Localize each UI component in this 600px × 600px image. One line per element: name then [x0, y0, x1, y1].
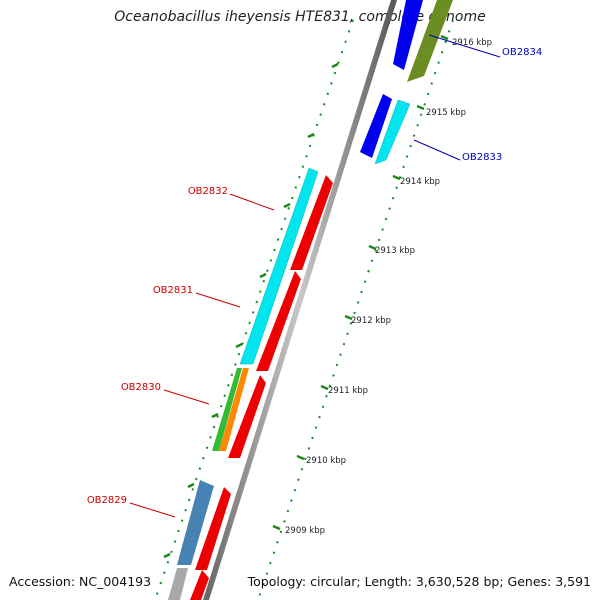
gene-label-ob2830: OB2830: [121, 382, 161, 393]
outer-dotted-guide: [154, 19, 354, 600]
gene-ob2834-blue: [393, 0, 423, 70]
kbp-label-2910: 2910 kbp: [306, 456, 346, 466]
topology-text: Topology: circular; Length: 3,630,528 bp…: [247, 574, 591, 589]
gene-label-ob2832: OB2832: [188, 186, 228, 197]
kbp-label-2913: 2913 kbp: [375, 246, 415, 256]
gene-grey-bottom: [168, 568, 188, 600]
gene-ob2830-red: [228, 375, 266, 458]
gene-ob2832-cyan: [239, 167, 319, 365]
reverse-strand-genes: [168, 0, 423, 600]
gene-ob2833-cyan: [374, 99, 411, 165]
gene-ob2833-blue: [360, 94, 392, 158]
gene-ob2834-olive: [407, 0, 453, 82]
gene-label-ob2833: OB2833: [462, 152, 502, 163]
gene-red-bottom: [190, 570, 209, 600]
gene-label-ob2831: OB2831: [153, 285, 193, 296]
inner-ticks: [272, 34, 449, 531]
gene-label-ob2829: OB2829: [87, 495, 127, 506]
accession-text: Accession: NC_004193: [9, 574, 152, 589]
outer-ticks: [163, 62, 339, 559]
kbp-label-2915: 2915 kbp: [426, 108, 466, 118]
gene-ob2830-orange: [219, 368, 249, 451]
gene-ob2829-steelblue: [177, 480, 214, 565]
gene-labels: OB2834 OB2833 OB2832 OB2831 OB2830 OB282…: [87, 47, 542, 506]
kbp-label-2914: 2914 kbp: [400, 177, 440, 187]
gene-label-ob2834: OB2834: [502, 47, 542, 58]
gene-ob2831-red: [256, 271, 301, 371]
gene-ob2832-red: [290, 175, 333, 270]
kbp-label-2916: 2916 kbp: [452, 38, 492, 48]
gene-label-leaders: [129, 34, 501, 518]
kbp-labels: 2916 kbp 2915 kbp 2914 kbp 2913 kbp 2912…: [285, 38, 492, 536]
kbp-label-2909: 2909 kbp: [285, 526, 325, 536]
genome-backbone: [203, 0, 397, 600]
kbp-label-2911: 2911 kbp: [328, 386, 368, 396]
forward-strand-genes: [190, 0, 453, 600]
gene-ob2829-red: [195, 487, 231, 570]
kbp-label-2912: 2912 kbp: [351, 316, 391, 326]
gene-ob2830-green: [212, 368, 242, 451]
